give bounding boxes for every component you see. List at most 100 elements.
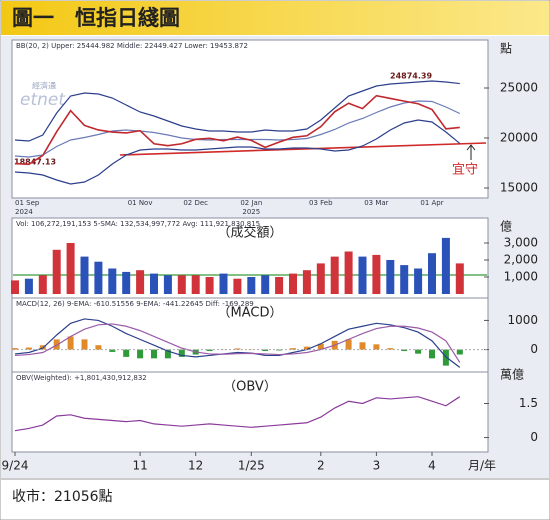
bar xyxy=(290,348,296,350)
x-tick-label: 12 xyxy=(188,459,203,473)
bar xyxy=(12,348,18,350)
bar xyxy=(109,349,116,352)
y-unit: 億 xyxy=(500,220,512,234)
bar xyxy=(373,344,380,350)
bar xyxy=(386,260,395,294)
panel-subtitle: （OBV） xyxy=(223,380,277,395)
bar xyxy=(387,348,394,350)
x-tick-label: 03 Mar xyxy=(364,199,388,207)
bar xyxy=(303,346,310,350)
bar xyxy=(67,336,74,350)
bar xyxy=(219,273,228,294)
x-tick-label: 1/25 xyxy=(238,459,265,473)
bar xyxy=(11,280,19,294)
bar xyxy=(137,349,144,359)
bar xyxy=(428,253,436,294)
header-title: 圖一 恒指日綫圖 xyxy=(12,6,180,30)
x-tick-label: 02 Dec xyxy=(183,199,208,207)
bar xyxy=(372,254,381,294)
y-tick-label: 1,000 xyxy=(504,270,538,284)
y-unit: 點 xyxy=(500,42,512,56)
bar xyxy=(234,348,241,350)
series-line xyxy=(14,396,461,432)
x-tick-label: 01 Apr xyxy=(420,199,443,207)
x-tick-label: 3 xyxy=(373,459,381,473)
bar xyxy=(261,275,270,294)
support-line xyxy=(119,142,487,156)
indicator: BB(20, 2) Upper: 25444.982 Middle: 22449… xyxy=(16,42,248,50)
header-band xyxy=(1,1,549,35)
x-tick-label: 01 Nov xyxy=(128,199,153,207)
advice-annotation: 宜守 xyxy=(452,163,478,178)
bar xyxy=(233,278,242,294)
y-tick-label: 0 xyxy=(530,430,538,444)
bar xyxy=(344,251,353,294)
bar xyxy=(151,349,157,359)
bar xyxy=(25,347,32,350)
y-tick-label: 15000 xyxy=(500,181,538,195)
x-unit: 月/年 xyxy=(468,459,496,473)
bar xyxy=(94,261,103,294)
x-year-label: 2025 xyxy=(242,208,260,216)
bar xyxy=(441,237,450,294)
bar xyxy=(178,349,185,357)
bar xyxy=(52,249,61,294)
bar xyxy=(345,339,352,350)
bar xyxy=(400,265,409,294)
y-tick-label: 0 xyxy=(530,342,538,356)
series-line xyxy=(14,94,460,166)
y-tick-label: 25000 xyxy=(500,81,538,95)
x-tick-label: 2 xyxy=(317,459,325,473)
arrow-head xyxy=(466,144,476,151)
bar xyxy=(415,349,422,354)
panel-subtitle: （成交額） xyxy=(217,225,282,241)
bar xyxy=(108,268,117,294)
bar xyxy=(455,263,464,294)
watermark: 經濟通 xyxy=(32,81,56,91)
y-tick-label: 2,000 xyxy=(504,253,538,267)
bar xyxy=(122,271,131,294)
bar xyxy=(302,270,311,294)
indicator: MACD(12, 26) 9-EMA: -610.51556 9-EMA: -4… xyxy=(16,300,254,308)
high-annotation: 24874.39 xyxy=(390,72,432,81)
x-tick-label: 4 xyxy=(428,459,436,473)
bar xyxy=(123,349,130,357)
watermark: etnet xyxy=(20,90,66,110)
x-tick-label: 03 Feb xyxy=(309,199,333,207)
y-tick-label: 20000 xyxy=(500,131,538,145)
low-annotation: 18847.13 xyxy=(14,158,56,167)
bar xyxy=(163,275,172,294)
bar xyxy=(53,339,60,350)
indicator: Vol: 106,272,191,153 5-SMA: 132,534,997,… xyxy=(16,220,260,228)
bar xyxy=(136,270,145,294)
series-line xyxy=(14,119,461,185)
bar xyxy=(456,349,463,355)
bar xyxy=(414,268,423,294)
bar xyxy=(289,273,297,294)
bar xyxy=(247,277,256,294)
bar xyxy=(66,243,75,294)
bar xyxy=(206,349,213,352)
panel-subtitle: （MACD） xyxy=(218,306,283,321)
y-tick-label: 3,000 xyxy=(504,236,538,250)
y-tick-label: 1.5 xyxy=(519,396,538,410)
bar xyxy=(317,343,324,350)
bar xyxy=(330,256,339,294)
price-panel xyxy=(11,39,489,199)
series-line xyxy=(14,80,460,142)
series-line xyxy=(14,323,461,363)
bar xyxy=(276,349,283,351)
bar xyxy=(95,345,102,350)
x-tick-label: 01 Sep xyxy=(15,199,40,207)
bar xyxy=(164,349,171,359)
series-line xyxy=(14,318,461,368)
bar xyxy=(38,275,47,294)
bar xyxy=(275,277,284,294)
bar xyxy=(359,342,366,350)
x-tick-label: 11 xyxy=(132,459,147,473)
bar xyxy=(81,339,88,350)
bar xyxy=(150,273,158,294)
bar xyxy=(191,275,200,294)
bar xyxy=(429,349,435,359)
